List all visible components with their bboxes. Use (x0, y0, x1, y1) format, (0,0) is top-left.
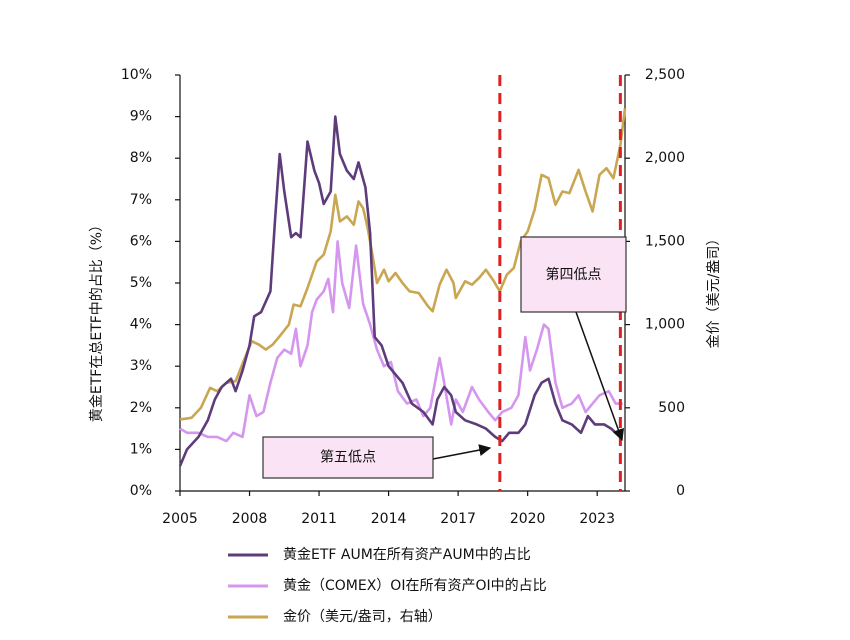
annotation-arrow (432, 444, 492, 460)
y2-axis-title: 金价（美元/盎司） (706, 232, 722, 349)
annotation-arrow (575, 311, 624, 442)
series-line (179, 108, 627, 421)
series-line (179, 240, 623, 443)
y-tick-label: 1% (130, 441, 152, 457)
x-tick-label: 2008 (232, 511, 268, 527)
x-tick-label: 2023 (579, 511, 615, 527)
y-tick-label: 6% (130, 233, 152, 249)
y-tick-label: 2% (130, 400, 152, 416)
y-axis-title: 黄金ETF在总ETF中的占比（%） (88, 218, 105, 422)
y-tick-label: 3% (130, 358, 152, 374)
y-tick-label: 5% (130, 275, 152, 291)
x-tick-label: 2014 (371, 511, 407, 527)
x-tick-label: 2017 (440, 511, 476, 527)
x-tick-label: 2020 (510, 511, 546, 527)
x-tick-label: 2011 (301, 511, 337, 527)
annotation-text: 第五低点 (320, 449, 376, 466)
legend-label: 金价（美元/盎司，右轴） (283, 609, 442, 625)
y2-tick-label: 1,500 (645, 233, 685, 249)
legend-label: 黄金ETF AUM在所有资产AUM中的占比 (283, 546, 531, 563)
y2-tick-label: 1,000 (645, 317, 685, 333)
y-tick-label: 10% (121, 67, 152, 83)
legend-label: 黄金（COMEX）OI在所有资产OI中的占比 (283, 577, 547, 594)
y2-tick-label: 500 (658, 400, 685, 416)
y-tick-label: 4% (130, 317, 152, 333)
y-tick-label: 9% (130, 109, 152, 125)
y2-tick-label: 2,500 (645, 67, 685, 83)
y-tick-label: 8% (130, 150, 152, 166)
annotation-box (520, 236, 627, 313)
y2-tick-label: 0 (676, 483, 685, 499)
y-tick-label: 0% (130, 483, 152, 499)
series-line (178, 115, 622, 467)
y-tick-label: 7% (130, 192, 152, 208)
x-tick-label: 2005 (162, 511, 198, 527)
annotation-box (262, 436, 434, 479)
y2-tick-label: 2,000 (645, 150, 685, 166)
annotation-text: 第四低点 (546, 266, 602, 283)
